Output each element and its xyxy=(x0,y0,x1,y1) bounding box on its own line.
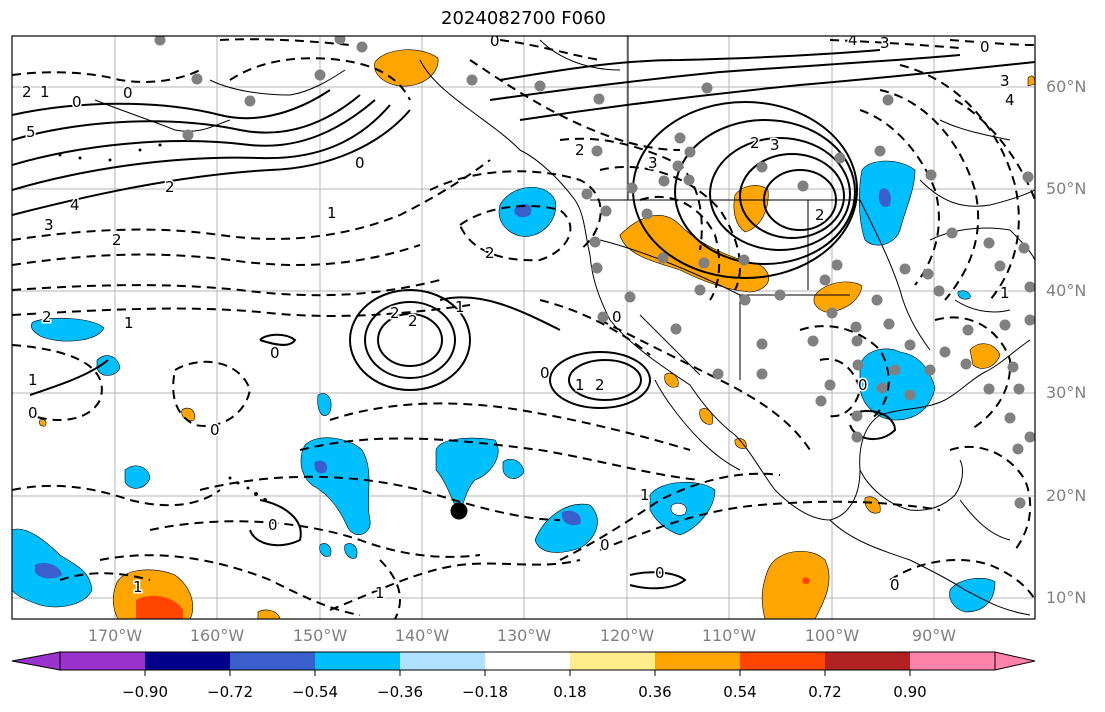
svg-text:0: 0 xyxy=(210,421,220,439)
map-panel: 2 10 542 320 012 023 2 32 4 33 041 2 10 2 21 … xyxy=(12,31,1035,619)
svg-text:3: 3 xyxy=(770,136,780,154)
svg-text:3: 3 xyxy=(1000,72,1010,90)
svg-text:3: 3 xyxy=(648,154,658,172)
svg-text:2: 2 xyxy=(595,376,605,394)
lon-label-160w: 160°W xyxy=(189,626,245,645)
lat-label-60n: 60°N xyxy=(1046,77,1087,96)
svg-text:0: 0 xyxy=(540,364,550,382)
lon-label-100w: 100°W xyxy=(804,626,860,645)
lon-label-120w: 120°W xyxy=(599,626,655,645)
svg-text:2: 2 xyxy=(815,206,825,224)
svg-text:2: 2 xyxy=(575,141,585,159)
colorbar-tick: −0.54 xyxy=(292,683,338,701)
svg-text:1: 1 xyxy=(1000,284,1010,302)
map-frame xyxy=(11,35,1036,620)
svg-text:0: 0 xyxy=(123,84,133,102)
solid-contours xyxy=(12,49,1035,590)
svg-text:1: 1 xyxy=(375,584,385,602)
svg-text:1: 1 xyxy=(28,371,38,389)
lon-label-110w: 110°W xyxy=(701,626,757,645)
colorbar-tick: 0.36 xyxy=(638,683,672,701)
svg-text:0: 0 xyxy=(355,154,365,172)
observation-points xyxy=(154,36,1035,509)
svg-text:2: 2 xyxy=(165,178,175,196)
svg-text:0: 0 xyxy=(655,564,665,582)
svg-text:1: 1 xyxy=(640,486,650,504)
svg-text:0: 0 xyxy=(980,38,990,56)
lon-label-150w: 150°W xyxy=(292,626,348,645)
svg-text:3: 3 xyxy=(44,216,54,234)
svg-text:1: 1 xyxy=(327,204,337,222)
colorbar xyxy=(11,651,1036,676)
colorbar-tick: −0.72 xyxy=(207,683,253,701)
svg-text:1: 1 xyxy=(40,83,50,101)
svg-text:4: 4 xyxy=(1005,91,1015,109)
colorbar-tick: 0.90 xyxy=(893,683,927,701)
lat-label-10n: 10°N xyxy=(1046,588,1087,607)
svg-text:0: 0 xyxy=(72,93,82,111)
dashed-contours xyxy=(12,38,1035,619)
svg-text:5: 5 xyxy=(26,123,36,141)
svg-text:0: 0 xyxy=(600,536,610,554)
colorbar-tick: 0.54 xyxy=(723,683,757,701)
lat-label-40n: 40°N xyxy=(1046,281,1087,300)
svg-text:2: 2 xyxy=(750,134,760,152)
colorbar-tick: −0.36 xyxy=(377,683,423,701)
svg-text:0: 0 xyxy=(612,308,622,326)
svg-text:1: 1 xyxy=(124,314,134,332)
svg-text:4: 4 xyxy=(848,31,858,49)
svg-text:0: 0 xyxy=(890,576,900,594)
colorbar-tick: 0.72 xyxy=(808,683,842,701)
lat-label-50n: 50°N xyxy=(1046,179,1087,198)
lon-label-90w: 90°W xyxy=(911,626,957,645)
negative-anomaly-shading xyxy=(12,160,996,613)
svg-text:2: 2 xyxy=(42,308,52,326)
svg-text:2: 2 xyxy=(390,304,400,322)
lon-label-130w: 130°W xyxy=(496,626,552,645)
map-title: 2024082700 F060 xyxy=(441,8,606,29)
svg-text:0: 0 xyxy=(268,516,278,534)
svg-text:0: 0 xyxy=(858,376,868,394)
lat-label-20n: 20°N xyxy=(1046,486,1087,505)
colorbar-tick: 0.18 xyxy=(553,683,587,701)
contour-labels: 2 10 542 320 012 023 2 32 4 33 041 2 10 2 21 … xyxy=(21,31,1017,604)
positive-anomaly-shading xyxy=(39,49,1035,619)
svg-text:2: 2 xyxy=(485,244,495,262)
svg-text:0: 0 xyxy=(490,32,500,50)
svg-text:2: 2 xyxy=(408,312,418,330)
svg-text:2: 2 xyxy=(112,231,122,249)
storm-center-marker xyxy=(450,502,468,520)
svg-text:3: 3 xyxy=(880,34,890,52)
lon-label-170w: 170°W xyxy=(87,626,143,645)
svg-text:1: 1 xyxy=(133,578,143,596)
svg-text:0: 0 xyxy=(28,404,38,422)
svg-text:1: 1 xyxy=(455,298,465,316)
colorbar-tick: −0.18 xyxy=(462,683,508,701)
svg-text:2: 2 xyxy=(22,83,32,101)
colorbar-tick: −0.90 xyxy=(122,683,168,701)
lon-label-140w: 140°W xyxy=(394,626,450,645)
lat-label-30n: 30°N xyxy=(1046,383,1087,402)
svg-text:4: 4 xyxy=(70,196,80,214)
svg-text:0: 0 xyxy=(270,344,280,362)
svg-text:1: 1 xyxy=(575,376,585,394)
